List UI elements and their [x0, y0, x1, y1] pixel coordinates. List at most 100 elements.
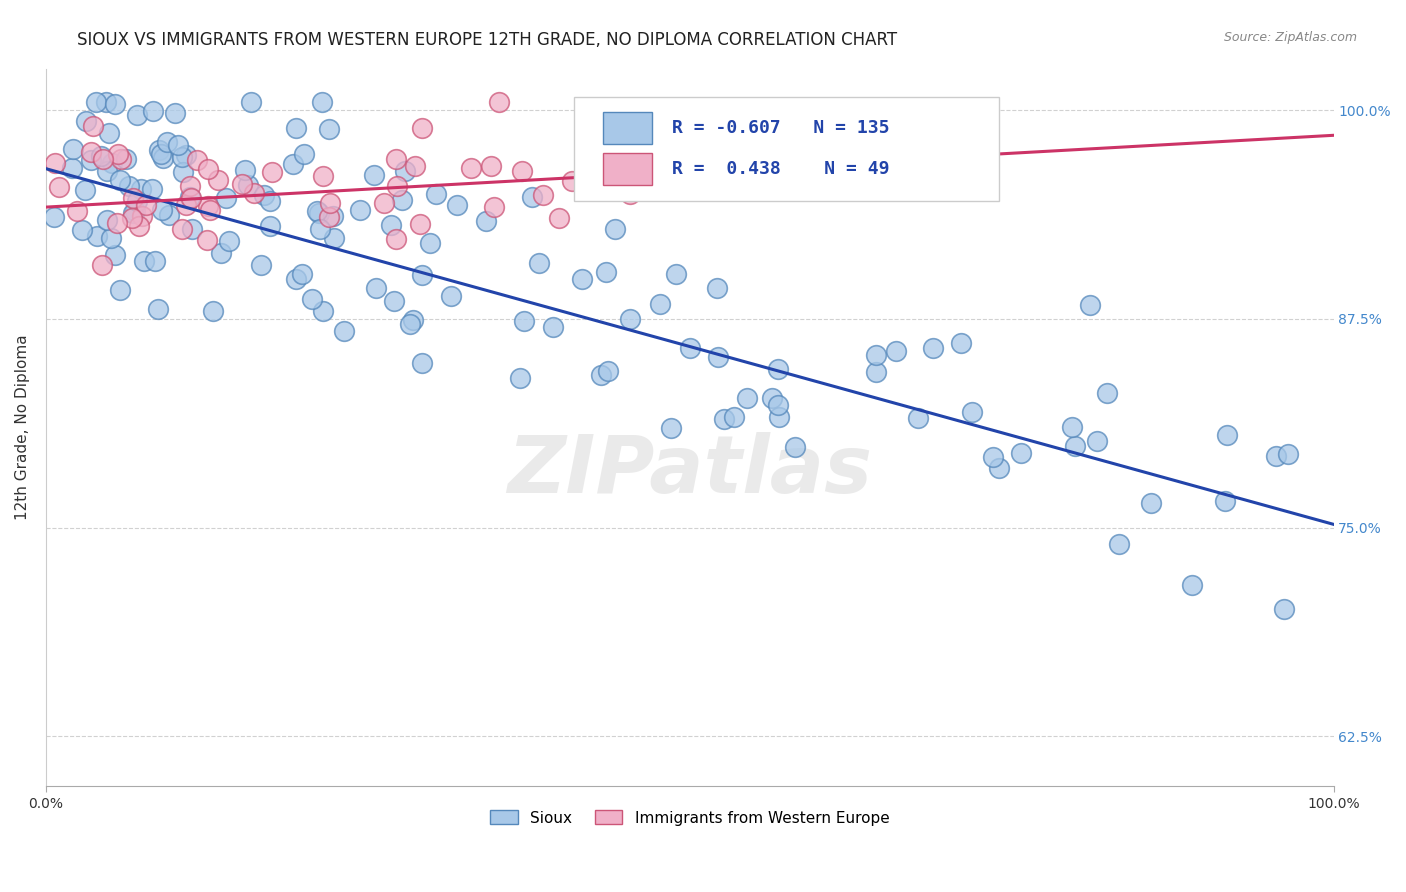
Bar — [603, 112, 652, 145]
Point — [333, 324, 356, 338]
Point — [152, 151, 174, 165]
Point — [488, 95, 510, 109]
Point — [628, 172, 651, 186]
Point — [419, 236, 441, 251]
Point — [373, 196, 395, 211]
Point — [571, 272, 593, 286]
Point — [96, 213, 118, 227]
Point — [285, 272, 308, 286]
Point — [118, 178, 141, 193]
Point — [411, 356, 433, 370]
Point — [131, 210, 153, 224]
Point — [761, 391, 783, 405]
Point — [1108, 537, 1130, 551]
Point — [167, 137, 190, 152]
Point — [101, 156, 124, 170]
Point — [475, 214, 498, 228]
Point — [363, 169, 385, 183]
Point — [125, 108, 148, 122]
Point — [479, 160, 502, 174]
Point — [605, 222, 627, 236]
Point — [201, 304, 224, 318]
Point — [180, 191, 202, 205]
Point — [949, 336, 972, 351]
Point — [156, 135, 179, 149]
Point — [48, 180, 70, 194]
Point — [311, 169, 333, 184]
Point — [128, 219, 150, 233]
Point — [311, 303, 333, 318]
Point — [706, 281, 728, 295]
Point — [105, 217, 128, 231]
Point — [907, 410, 929, 425]
Point — [174, 197, 197, 211]
Point — [404, 159, 426, 173]
Point — [619, 187, 641, 202]
Point — [142, 104, 165, 119]
Point — [110, 152, 132, 166]
Text: R = -0.607   N = 135: R = -0.607 N = 135 — [672, 120, 889, 137]
Point — [509, 371, 531, 385]
Point — [1064, 439, 1087, 453]
Point — [713, 412, 735, 426]
Point — [259, 194, 281, 208]
Point — [195, 233, 218, 247]
Point — [440, 289, 463, 303]
Point — [42, 211, 65, 225]
Point — [66, 203, 89, 218]
Point — [124, 204, 146, 219]
Point — [60, 161, 83, 175]
Point — [1277, 447, 1299, 461]
Point — [411, 121, 433, 136]
Point — [292, 147, 315, 161]
Point — [135, 197, 157, 211]
Point — [318, 210, 340, 224]
Point — [768, 410, 790, 425]
Point — [1265, 449, 1288, 463]
Point — [215, 191, 238, 205]
Point — [250, 258, 273, 272]
Point — [209, 246, 232, 260]
Point — [104, 97, 127, 112]
Point — [141, 182, 163, 196]
Point — [385, 232, 408, 246]
Point — [311, 95, 333, 109]
Point — [97, 127, 120, 141]
FancyBboxPatch shape — [574, 97, 998, 202]
Point — [170, 150, 193, 164]
Point — [150, 146, 173, 161]
Point — [598, 364, 620, 378]
Point — [90, 149, 112, 163]
Point — [308, 206, 330, 220]
Point — [1216, 428, 1239, 442]
Point — [387, 178, 409, 193]
Point — [735, 391, 758, 405]
Point — [665, 267, 688, 281]
Point — [100, 231, 122, 245]
Point — [723, 410, 745, 425]
Point — [391, 194, 413, 208]
Point — [231, 177, 253, 191]
Point — [197, 162, 219, 177]
Point — [238, 178, 260, 193]
Point — [531, 187, 554, 202]
Point — [543, 319, 565, 334]
Point — [307, 204, 329, 219]
Point — [1139, 496, 1161, 510]
Point — [179, 178, 201, 193]
Point — [364, 281, 387, 295]
Point — [172, 165, 194, 179]
Point — [96, 164, 118, 178]
Point — [157, 208, 180, 222]
Point — [561, 173, 583, 187]
Point — [94, 95, 117, 109]
Point — [1272, 602, 1295, 616]
Point — [595, 265, 617, 279]
Point — [291, 267, 314, 281]
Point — [510, 163, 533, 178]
Point — [960, 405, 983, 419]
Point — [382, 294, 405, 309]
Point — [679, 341, 702, 355]
Point — [591, 368, 613, 382]
Point — [322, 209, 344, 223]
